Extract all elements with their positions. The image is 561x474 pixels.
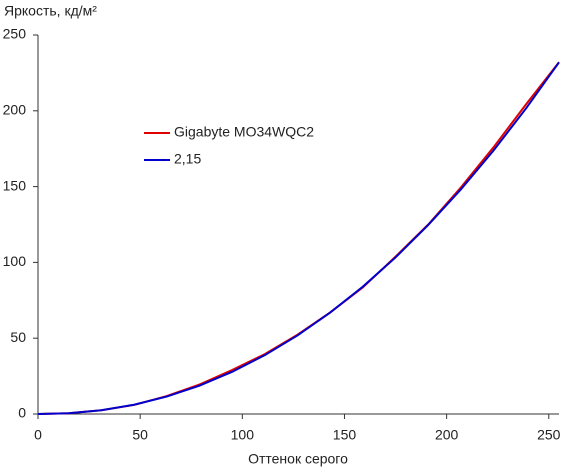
x-tick-label: 50 bbox=[132, 427, 148, 443]
y-tick-label: 50 bbox=[10, 329, 26, 345]
legend-label: 2,15 bbox=[174, 151, 201, 167]
y-axis-label: Яркость, кд/м² bbox=[4, 3, 97, 19]
x-tick-label: 150 bbox=[333, 427, 357, 443]
y-tick-label: 0 bbox=[18, 405, 26, 421]
y-tick-label: 250 bbox=[3, 26, 27, 42]
x-tick-label: 0 bbox=[34, 427, 42, 443]
x-tick-label: 100 bbox=[231, 427, 255, 443]
x-tick-label: 200 bbox=[435, 427, 459, 443]
x-tick-label: 250 bbox=[537, 427, 561, 443]
series-line bbox=[37, 61, 560, 415]
x-axis-label: Оттенок серого bbox=[248, 451, 348, 467]
legend-label: Gigabyte MO34WQC2 bbox=[174, 124, 314, 140]
y-tick-label: 150 bbox=[3, 177, 27, 193]
y-tick-label: 200 bbox=[3, 102, 27, 118]
y-tick-label: 100 bbox=[3, 253, 27, 269]
series-line bbox=[37, 61, 560, 415]
